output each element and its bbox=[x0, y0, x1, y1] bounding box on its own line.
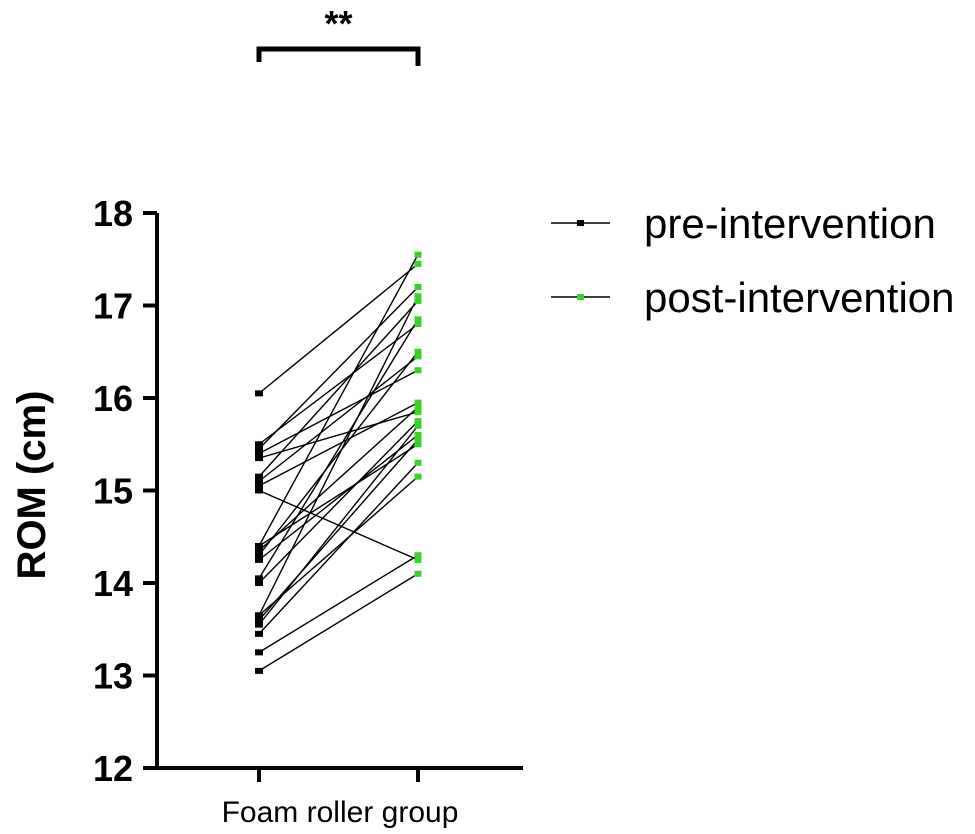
pre-point bbox=[255, 617, 263, 623]
pre-point bbox=[255, 478, 263, 485]
significance-bracket: ** bbox=[256, 3, 421, 66]
y-tick-label: 13 bbox=[93, 656, 133, 697]
pair-line bbox=[258, 300, 419, 478]
pre-point bbox=[255, 580, 263, 586]
post-point bbox=[414, 404, 422, 411]
pre-point bbox=[255, 473, 263, 480]
significance-label: ** bbox=[324, 3, 352, 44]
pair-line bbox=[258, 402, 419, 487]
pair-line bbox=[258, 554, 419, 653]
pre-point bbox=[255, 630, 263, 637]
pre-point bbox=[255, 667, 263, 674]
post-point bbox=[414, 441, 422, 448]
pre-point bbox=[255, 441, 263, 448]
pre-point bbox=[255, 543, 263, 549]
post-point bbox=[414, 459, 422, 466]
post-point bbox=[414, 251, 422, 258]
post-point bbox=[414, 284, 422, 290]
post-point bbox=[414, 432, 422, 438]
axes: 12 13 14 15 16 17 18 bbox=[93, 193, 523, 789]
post-point bbox=[414, 353, 422, 360]
y-tick-label: 16 bbox=[93, 378, 133, 419]
post-point bbox=[414, 367, 422, 374]
post-point bbox=[414, 348, 422, 355]
pre-point bbox=[255, 556, 263, 563]
post-point bbox=[414, 422, 422, 429]
pair-line bbox=[258, 319, 419, 579]
pre-point bbox=[255, 575, 263, 582]
y-tick-label: 14 bbox=[93, 563, 133, 604]
post-point bbox=[414, 293, 422, 300]
y-tick-label: 17 bbox=[93, 286, 133, 327]
pair-line bbox=[258, 369, 419, 455]
pair-line bbox=[258, 351, 419, 556]
paired-lines bbox=[255, 251, 422, 674]
post-point bbox=[414, 473, 422, 480]
post-point bbox=[414, 399, 422, 406]
pair-line bbox=[258, 263, 419, 394]
post-point bbox=[414, 552, 422, 559]
legend-marker bbox=[577, 220, 584, 226]
post-point bbox=[414, 408, 422, 415]
pre-point bbox=[255, 552, 263, 559]
pair-line bbox=[258, 434, 419, 561]
pair-line bbox=[258, 286, 419, 450]
pre-point bbox=[255, 547, 263, 554]
pair-line bbox=[258, 439, 419, 621]
post-point bbox=[414, 570, 422, 577]
pre-point bbox=[255, 455, 263, 462]
legend-label: pre-intervention bbox=[644, 200, 936, 247]
y-tick-label: 12 bbox=[93, 748, 133, 789]
pair-line bbox=[258, 420, 419, 584]
x-ticks bbox=[257, 768, 420, 782]
pair-line bbox=[258, 462, 419, 635]
pre-point bbox=[255, 450, 263, 457]
legend-label: post-intervention bbox=[644, 274, 955, 321]
pair-line bbox=[258, 355, 419, 482]
pre-point bbox=[255, 621, 263, 628]
post-point bbox=[414, 260, 422, 267]
pre-point bbox=[255, 487, 263, 494]
pair-line bbox=[258, 411, 419, 459]
post-point bbox=[414, 436, 422, 443]
pair-line bbox=[258, 295, 419, 616]
post-point bbox=[414, 556, 422, 563]
post-point bbox=[414, 316, 422, 323]
post-point bbox=[414, 321, 422, 327]
pair-line bbox=[258, 476, 419, 616]
y-tick-label: 15 bbox=[93, 471, 133, 512]
pair-line bbox=[258, 443, 419, 547]
pre-point bbox=[255, 612, 263, 619]
category-label: Foam roller group bbox=[222, 796, 459, 829]
pre-point bbox=[255, 445, 263, 452]
post-point bbox=[414, 418, 422, 425]
pre-point bbox=[255, 482, 263, 489]
y-ticks: 12 13 14 15 16 17 18 bbox=[93, 193, 157, 789]
pre-point bbox=[255, 649, 263, 656]
pair-line bbox=[258, 254, 419, 547]
legend: pre-intervention post-intervention bbox=[551, 200, 955, 321]
pair-line bbox=[258, 573, 419, 672]
pair-line bbox=[258, 406, 419, 552]
pair-line bbox=[258, 323, 419, 445]
significance-bracket-line bbox=[256, 46, 421, 66]
legend-marker bbox=[577, 294, 584, 300]
y-axis-title: ROM (cm) bbox=[10, 391, 54, 580]
y-tick-label: 18 bbox=[93, 193, 133, 234]
post-point bbox=[414, 297, 422, 304]
pre-point bbox=[255, 390, 263, 397]
